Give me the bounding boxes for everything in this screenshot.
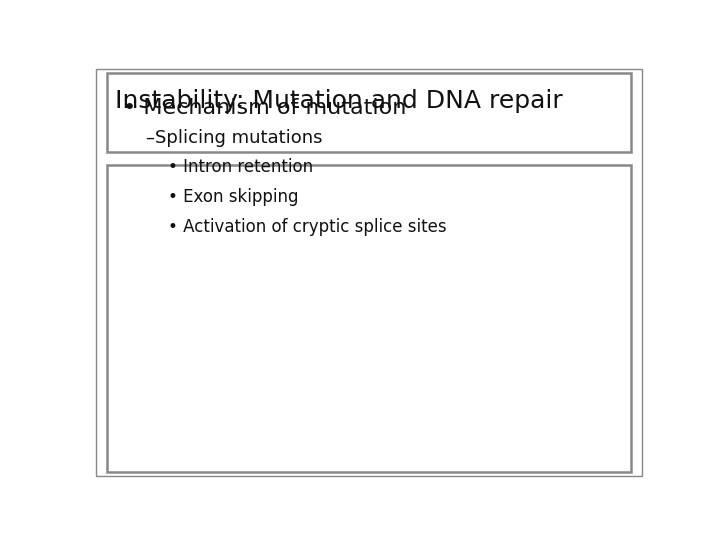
FancyBboxPatch shape xyxy=(107,73,631,152)
Text: –Splicing mutations: –Splicing mutations xyxy=(145,129,323,146)
Text: Instability: Mutation and DNA repair: Instability: Mutation and DNA repair xyxy=(115,89,563,113)
Text: • Activation of cryptic splice sites: • Activation of cryptic splice sites xyxy=(168,218,446,237)
FancyBboxPatch shape xyxy=(107,165,631,472)
Text: • Intron retention: • Intron retention xyxy=(168,158,313,176)
Text: • Mechanism of mutation: • Mechanism of mutation xyxy=(124,98,407,118)
Text: • Exon skipping: • Exon skipping xyxy=(168,188,299,206)
